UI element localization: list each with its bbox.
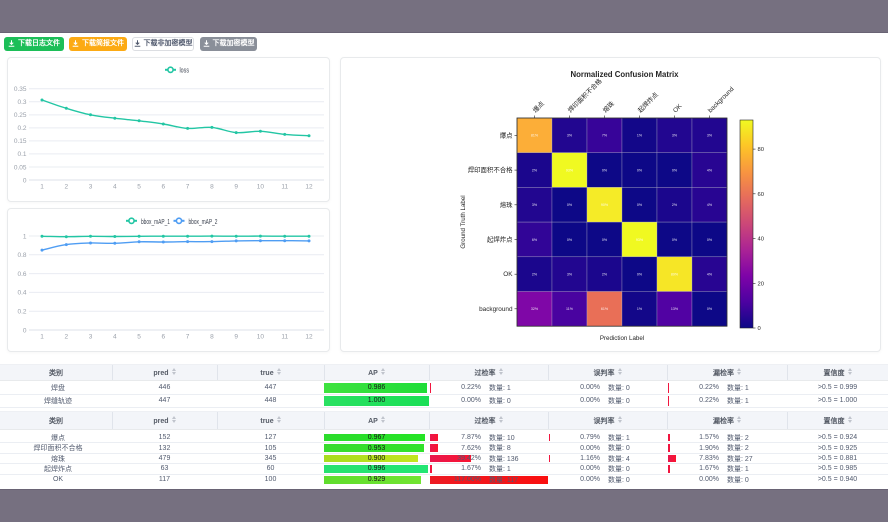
svg-text:0.6: 0.6: [17, 271, 26, 278]
svg-text:Ground Truth Label: Ground Truth Label: [460, 195, 467, 248]
svg-text:6: 6: [161, 334, 165, 341]
svg-text:0.3: 0.3: [17, 99, 26, 106]
svg-text:11: 11: [281, 184, 288, 191]
svg-text:1%: 1%: [637, 134, 643, 138]
svg-text:0%: 0%: [602, 168, 608, 172]
svg-text:9: 9: [234, 184, 238, 191]
svg-text:11%: 11%: [566, 307, 574, 311]
svg-text:0%: 0%: [707, 238, 713, 242]
svg-text:4: 4: [113, 184, 117, 191]
svg-text:background: background: [707, 86, 736, 115]
svg-text:4%: 4%: [707, 168, 713, 172]
svg-text:0%: 0%: [637, 273, 643, 277]
svg-text:5: 5: [137, 184, 141, 191]
svg-text:2%: 2%: [532, 168, 538, 172]
svg-text:61%: 61%: [601, 307, 609, 311]
svg-text:0%: 0%: [707, 307, 713, 311]
svg-text:0: 0: [23, 177, 27, 184]
svg-text:熔珠: 熔珠: [500, 200, 513, 209]
svg-text:0.2: 0.2: [17, 125, 26, 132]
svg-text:0: 0: [758, 326, 761, 332]
svg-text:11: 11: [281, 334, 288, 341]
svg-text:8: 8: [210, 334, 214, 341]
svg-text:10: 10: [257, 184, 265, 191]
svg-text:0%: 0%: [672, 238, 678, 242]
svg-text:起焊炸点: 起焊炸点: [636, 90, 661, 115]
svg-text:焊印面积不合格: 焊印面积不合格: [468, 165, 513, 174]
svg-text:1%: 1%: [637, 307, 643, 311]
svg-text:3%: 3%: [672, 134, 678, 138]
svg-text:Prediction Label: Prediction Label: [600, 335, 644, 342]
svg-text:13%: 13%: [671, 307, 679, 311]
svg-text:60: 60: [758, 192, 764, 198]
svg-text:Normalized Confusion Matrix: Normalized Confusion Matrix: [571, 70, 680, 79]
svg-text:0%: 0%: [567, 238, 573, 242]
svg-text:2%: 2%: [672, 203, 678, 207]
svg-text:81%: 81%: [531, 134, 539, 138]
svg-text:10: 10: [257, 334, 265, 341]
svg-text:2: 2: [64, 184, 68, 191]
svg-text:background: background: [479, 306, 513, 313]
svg-text:89%: 89%: [671, 273, 679, 277]
svg-text:20: 20: [758, 281, 764, 287]
svg-text:0%: 0%: [637, 168, 643, 172]
svg-text:loss: loss: [180, 68, 190, 75]
svg-text:80: 80: [758, 147, 764, 153]
svg-text:OK: OK: [672, 102, 684, 114]
svg-text:9: 9: [234, 334, 238, 341]
svg-text:爆点: 爆点: [531, 99, 547, 115]
svg-text:12: 12: [305, 184, 313, 191]
svg-text:7: 7: [186, 334, 190, 341]
svg-text:3: 3: [89, 334, 93, 341]
svg-text:4%: 4%: [707, 273, 713, 277]
svg-text:3%: 3%: [707, 134, 713, 138]
svg-text:OK: OK: [503, 271, 513, 278]
svg-text:2%: 2%: [532, 273, 538, 277]
svg-text:3%: 3%: [567, 134, 573, 138]
svg-text:40: 40: [758, 237, 764, 243]
svg-text:12: 12: [305, 334, 313, 341]
svg-text:1: 1: [40, 334, 44, 341]
svg-text:起焊炸点: 起焊炸点: [487, 235, 513, 244]
svg-text:8: 8: [210, 184, 214, 191]
svg-text:5: 5: [137, 334, 141, 341]
svg-text:0.15: 0.15: [14, 138, 27, 145]
svg-text:熔珠: 熔珠: [601, 99, 617, 115]
svg-text:0.25: 0.25: [14, 112, 27, 119]
svg-text:0.4: 0.4: [17, 290, 26, 297]
svg-text:6%: 6%: [532, 238, 538, 242]
svg-text:0: 0: [23, 327, 27, 334]
svg-text:6: 6: [161, 184, 165, 191]
svg-text:3%: 3%: [567, 273, 573, 277]
svg-text:bbox_mAP_2: bbox_mAP_2: [189, 219, 218, 226]
svg-text:1: 1: [40, 184, 44, 191]
svg-text:93%: 93%: [636, 238, 644, 242]
svg-text:32%: 32%: [531, 307, 539, 311]
svg-text:0%: 0%: [567, 203, 573, 207]
svg-text:0%: 0%: [672, 168, 678, 172]
svg-text:3%: 3%: [532, 203, 538, 207]
svg-text:0%: 0%: [637, 203, 643, 207]
svg-text:焊印面积不合格: 焊印面积不合格: [566, 76, 604, 114]
svg-text:2%: 2%: [602, 273, 608, 277]
svg-text:0.8: 0.8: [17, 252, 26, 259]
svg-text:0.05: 0.05: [14, 164, 27, 171]
svg-text:4: 4: [113, 334, 117, 341]
svg-text:爆点: 爆点: [500, 130, 513, 139]
svg-text:1: 1: [23, 233, 27, 240]
svg-text:0.1: 0.1: [17, 151, 26, 158]
svg-text:7%: 7%: [602, 134, 608, 138]
svg-text:0%: 0%: [602, 238, 608, 242]
svg-text:7: 7: [186, 184, 190, 191]
svg-text:4%: 4%: [707, 203, 713, 207]
svg-text:3: 3: [89, 184, 93, 191]
svg-text:2: 2: [64, 334, 68, 341]
svg-text:bbox_mAP_1: bbox_mAP_1: [141, 219, 170, 226]
svg-text:0.35: 0.35: [14, 86, 27, 93]
svg-text:90%: 90%: [601, 203, 609, 207]
svg-text:0.2: 0.2: [17, 309, 26, 316]
svg-text:93%: 93%: [566, 168, 574, 172]
